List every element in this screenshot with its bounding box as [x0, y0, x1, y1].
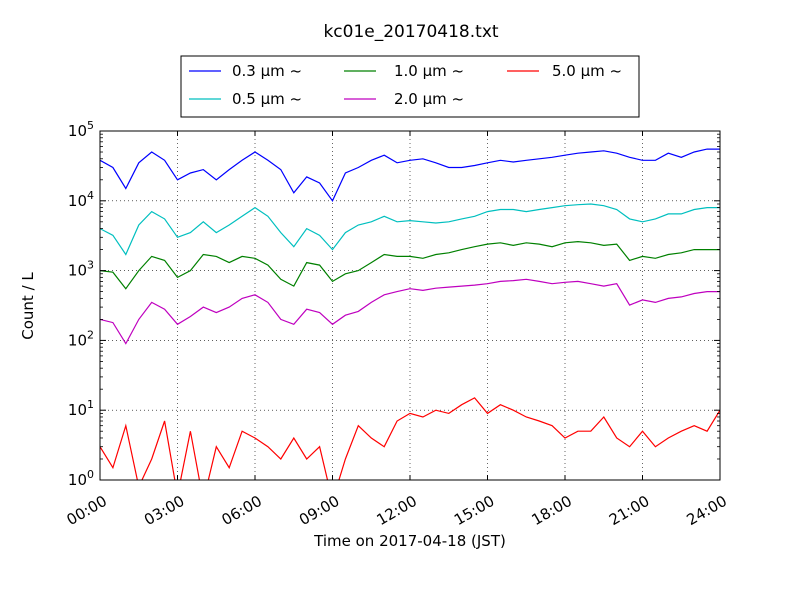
- y-tick-label: 103: [68, 259, 94, 280]
- x-tick-label: 12:00: [374, 492, 420, 529]
- x-tick-label: 06:00: [219, 492, 265, 529]
- y-tick-label: 102: [68, 328, 94, 349]
- legend-box: [180, 55, 640, 118]
- grid: [100, 131, 720, 480]
- legend-label-0: 0.3 μm ~: [232, 62, 302, 80]
- x-tick-label: 18:00: [529, 492, 575, 529]
- legend-label-4: 5.0 μm ~: [552, 62, 622, 80]
- x-tick-label: 09:00: [296, 492, 342, 529]
- series-line-4: [100, 397, 720, 480]
- series-line-1: [100, 203, 720, 256]
- y-tick-label: 101: [68, 398, 94, 419]
- legend-label-1: 0.5 μm ~: [232, 90, 302, 108]
- y-tick-label: 100: [68, 468, 94, 489]
- series-line-2: [100, 240, 720, 290]
- legend-item-3: 2.0 μm ~: [344, 90, 464, 108]
- legend-label-3: 2.0 μm ~: [394, 90, 464, 108]
- legend-item-4: 5.0 μm ~: [507, 62, 622, 80]
- legend: 0.3 μm ~ 0.5 μm ~ 1.0 μm ~ 2.0 μm ~ 5.0 …: [180, 55, 640, 118]
- series-line-3: [100, 278, 720, 345]
- x-tick-label: 24:00: [684, 492, 730, 529]
- axis-ticks: 00:00 03:00 06:00 09:00 12:00 15:00 18:00 21:00…: [64, 119, 730, 529]
- x-tick-label: 21:00: [606, 492, 652, 529]
- legend-item-0: 0.3 μm ~: [189, 62, 302, 80]
- legend-item-1: 0.5 μm ~: [189, 90, 302, 108]
- legend-item-2: 1.0 μm ~: [344, 62, 464, 80]
- legend-label-2: 1.0 μm ~: [394, 62, 464, 80]
- x-tick-label: 03:00: [141, 492, 187, 529]
- y-tick-label: 104: [68, 189, 94, 210]
- series-line-0: [100, 148, 720, 202]
- x-tick-label: 00:00: [64, 492, 110, 529]
- x-axis-label: Time on 2017-04-18 (JST): [313, 532, 506, 550]
- x-tick-label: 15:00: [451, 492, 497, 529]
- series-layer: [100, 148, 720, 480]
- chart-title: kc01e_20170418.txt: [323, 22, 498, 42]
- y-axis-label: Count / L: [19, 272, 37, 340]
- y-tick-label: 105: [68, 119, 94, 140]
